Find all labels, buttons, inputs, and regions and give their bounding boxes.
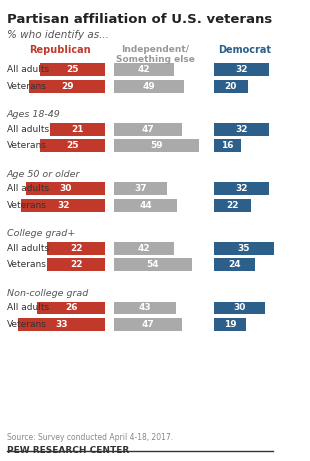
Text: Veterans: Veterans [7, 320, 47, 329]
Text: Source: Survey conducted April 4-18, 2017.: Source: Survey conducted April 4-18, 201… [7, 433, 173, 442]
Text: % who identify as...: % who identify as... [7, 30, 109, 40]
FancyBboxPatch shape [114, 301, 176, 314]
FancyBboxPatch shape [114, 80, 184, 93]
FancyBboxPatch shape [114, 318, 182, 331]
FancyBboxPatch shape [214, 199, 251, 212]
Text: 24: 24 [228, 260, 241, 269]
Text: Age 50 or older: Age 50 or older [7, 170, 80, 178]
FancyBboxPatch shape [114, 259, 192, 271]
Text: 30: 30 [60, 184, 72, 193]
Text: 32: 32 [235, 65, 247, 74]
Text: 29: 29 [61, 82, 73, 91]
Text: 32: 32 [235, 125, 247, 134]
FancyBboxPatch shape [214, 63, 269, 76]
Text: 59: 59 [150, 141, 163, 150]
FancyBboxPatch shape [214, 139, 241, 152]
FancyBboxPatch shape [214, 242, 274, 255]
Text: 42: 42 [138, 65, 150, 74]
Text: 16: 16 [221, 141, 234, 150]
Text: 49: 49 [143, 82, 155, 91]
FancyBboxPatch shape [19, 318, 105, 331]
FancyBboxPatch shape [214, 259, 255, 271]
Text: 43: 43 [139, 303, 151, 313]
FancyBboxPatch shape [214, 80, 248, 93]
Text: 25: 25 [66, 65, 79, 74]
Text: 32: 32 [235, 184, 247, 193]
FancyBboxPatch shape [114, 242, 174, 255]
FancyBboxPatch shape [114, 199, 177, 212]
FancyBboxPatch shape [114, 183, 167, 195]
FancyBboxPatch shape [214, 123, 269, 136]
Text: 25: 25 [66, 141, 79, 150]
Text: Veterans: Veterans [7, 82, 47, 91]
FancyBboxPatch shape [114, 63, 174, 76]
Text: 42: 42 [138, 244, 150, 253]
Text: 32: 32 [57, 201, 69, 210]
Text: Democrat: Democrat [218, 45, 271, 55]
Text: 22: 22 [70, 244, 83, 253]
Text: 19: 19 [224, 320, 236, 329]
Text: Veterans: Veterans [7, 260, 47, 269]
FancyBboxPatch shape [214, 183, 269, 195]
Text: 21: 21 [72, 125, 84, 134]
Text: All adults: All adults [7, 244, 49, 253]
Text: 47: 47 [141, 320, 154, 329]
Text: 20: 20 [225, 82, 237, 91]
Text: 35: 35 [237, 244, 250, 253]
Text: All adults: All adults [7, 125, 49, 134]
FancyBboxPatch shape [214, 301, 265, 314]
Text: Veterans: Veterans [7, 201, 47, 210]
Text: Republican: Republican [29, 45, 91, 55]
FancyBboxPatch shape [47, 259, 105, 271]
FancyBboxPatch shape [40, 63, 105, 76]
Text: 44: 44 [139, 201, 152, 210]
Text: 37: 37 [134, 184, 147, 193]
Text: Partisan affiliation of U.S. veterans: Partisan affiliation of U.S. veterans [7, 13, 272, 26]
FancyBboxPatch shape [21, 199, 105, 212]
Text: College grad+: College grad+ [7, 229, 75, 238]
FancyBboxPatch shape [114, 139, 199, 152]
Text: All adults: All adults [7, 303, 49, 313]
Text: PEW RESEARCH CENTER: PEW RESEARCH CENTER [7, 446, 129, 455]
FancyBboxPatch shape [50, 123, 105, 136]
Text: 22: 22 [226, 201, 239, 210]
Text: Veterans: Veterans [7, 141, 47, 150]
FancyBboxPatch shape [114, 123, 182, 136]
Text: All adults: All adults [7, 65, 49, 74]
FancyBboxPatch shape [37, 301, 105, 314]
Text: 47: 47 [141, 125, 154, 134]
FancyBboxPatch shape [29, 80, 105, 93]
Text: Independent/
Something else: Independent/ Something else [116, 45, 195, 65]
Text: 33: 33 [56, 320, 68, 329]
Text: 26: 26 [65, 303, 78, 313]
Text: Non-college grad: Non-college grad [7, 289, 88, 298]
Text: Ages 18-49: Ages 18-49 [7, 110, 61, 119]
Text: 22: 22 [70, 260, 83, 269]
FancyBboxPatch shape [26, 183, 105, 195]
Text: 30: 30 [233, 303, 246, 313]
Text: All adults: All adults [7, 184, 49, 193]
FancyBboxPatch shape [47, 242, 105, 255]
FancyBboxPatch shape [214, 318, 246, 331]
FancyBboxPatch shape [40, 139, 105, 152]
Text: 54: 54 [146, 260, 159, 269]
